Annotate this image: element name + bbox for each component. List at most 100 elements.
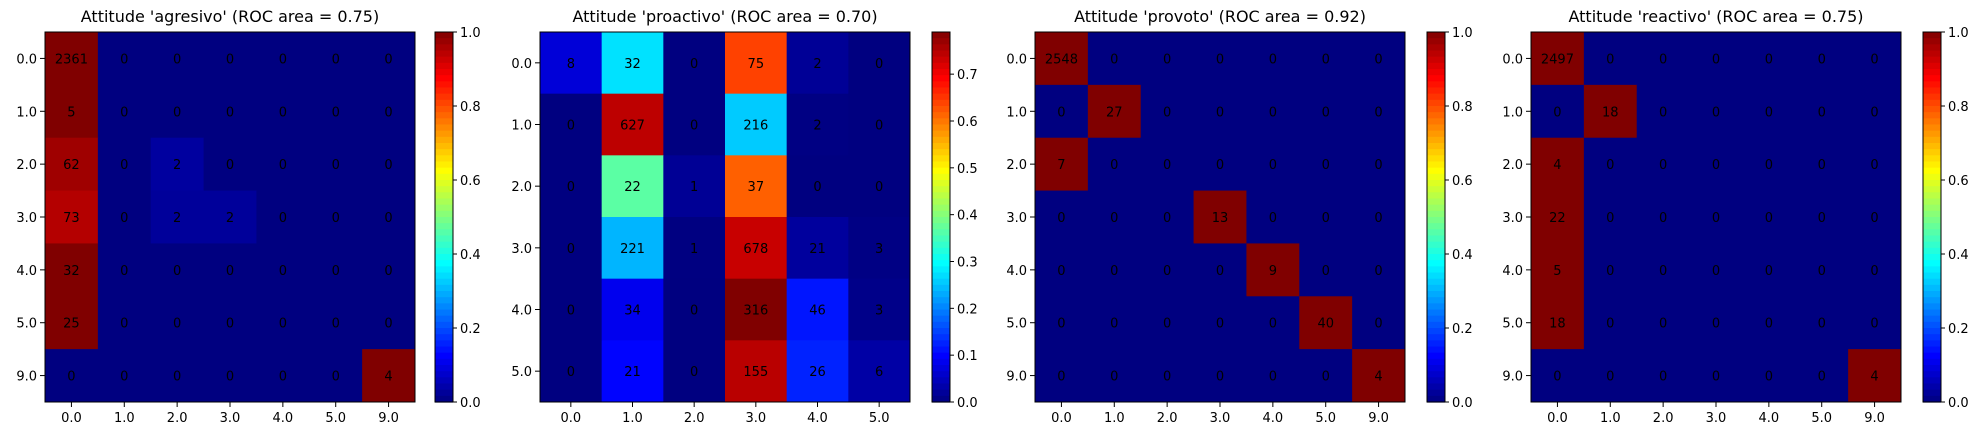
colorbar-segment [435,143,453,150]
colorbar-segment [1427,260,1445,267]
cell-value-label: 0 [120,370,128,385]
colorbar-segment [932,136,950,144]
colorbar-segment [1427,180,1445,187]
colorbar-segment [435,266,453,274]
cell-value-label: 0 [173,105,181,120]
heatmap-cell [1689,296,1743,350]
colorbar-segment [1923,315,1941,323]
heatmap-cell [203,296,257,350]
colorbar-segment [435,303,453,311]
heatmap-cell [256,349,310,403]
cell-value-label: 0 [279,264,287,279]
cell-value-label: 0 [1659,317,1667,332]
cell-value-label: 0 [173,52,181,67]
colorbar-segment [1923,254,1941,261]
heatmap-cell [1689,243,1743,297]
colorbar-segment [1427,358,1445,366]
colorbar-segment [435,365,453,372]
colorbar-segment [1923,309,1941,317]
heatmap-cell [150,349,205,403]
colorbar-segment [435,149,453,156]
cell-value-label: 0 [567,304,575,319]
colorbar-segment [435,75,453,82]
cell-value-label: 0 [1765,317,1773,332]
cell-value-label: 0 [279,105,287,120]
colorbar-segment [1427,309,1445,317]
y-tick-label: 2.0 [1006,158,1027,173]
heatmap-cell [1352,296,1406,350]
cell-value-label: 0 [1374,317,1382,332]
heatmap-cell [256,243,310,297]
colorbar-segment [1427,186,1445,193]
colorbar-segment [932,315,950,323]
heatmap-cell [1352,190,1406,244]
colorbar-segment [435,309,453,317]
colorbar-segment [1427,112,1445,119]
cell-value-label: 0 [384,52,392,67]
colorbar-segment [1427,50,1445,58]
x-tick-label: 2.0 [684,411,705,426]
colorbar-segment [932,352,950,360]
cell-value-label: 0 [332,317,340,332]
colorbar-segment [932,328,950,335]
x-tick-label: 3.0 [1706,411,1727,426]
colorbar-tick-label: 0.3 [957,255,978,270]
heatmap-cell [45,137,99,192]
colorbar-segment [435,155,453,163]
cell-value-label: 0 [1110,211,1118,226]
cell-value-label: 0 [1110,317,1118,332]
colorbar-segment [1427,321,1445,329]
colorbar-segment [1427,32,1445,39]
colorbar-segment [1923,173,1941,181]
colorbar-segment [435,124,453,132]
y-tick-label: 9.0 [16,370,37,385]
heatmap-cell [663,93,726,156]
colorbar-segment [1427,99,1445,107]
colorbar-segment [1427,254,1445,261]
cell-value-label: 0 [120,211,128,226]
colorbar-segment [932,167,950,175]
colorbar-segment [435,377,453,385]
heatmap-cell [1352,32,1406,86]
cell-value-label: 40 [1317,317,1334,332]
colorbar-segment [1427,272,1445,280]
colorbar-segment [435,204,453,212]
colorbar-segment [1923,321,1941,329]
heatmap-cell [786,93,849,156]
cell-value-label: 0 [1163,211,1171,226]
heatmap-cell [601,217,664,280]
heatmap-cell [309,190,363,244]
colorbar-segment [932,198,950,206]
cell-value-label: 0 [567,119,575,134]
heatmap-cell [1087,349,1142,403]
heatmap-cell [97,84,152,139]
cell-value-label: 0 [875,180,883,195]
cell-value-label: 2 [173,211,181,226]
heatmap-cell [786,278,849,341]
colorbar-segment [1923,155,1941,163]
cell-value-label: 0 [384,211,392,226]
heatmap-cell [1531,190,1585,244]
x-tick-label: 3.0 [1210,411,1231,426]
cell-value-label: 0 [1659,264,1667,279]
colorbar-frame [1426,31,1446,403]
colorbar-segment [1427,365,1445,372]
colorbar-segment [1923,389,1941,397]
cell-value-label: 0 [1659,105,1667,120]
heatmap-cell [1795,190,1849,244]
cell-value-label: 0 [279,211,287,226]
heatmap-cell [601,93,664,156]
colorbar-segment [1923,272,1941,280]
colorbar-tick-label: 0.4 [1452,248,1473,263]
cell-value-label: 32 [624,57,641,72]
heatmap-cell [1848,32,1902,86]
colorbar-segment [932,192,950,200]
cell-value-label: 0 [1057,105,1065,120]
colorbar-segment [932,254,950,261]
cell-value-label: 0 [690,119,698,134]
colorbar-segment [435,315,453,323]
colorbar-segment [932,210,950,218]
heatmap-cell [1193,137,1247,192]
colorbar-tick-label: 0.5 [957,162,978,177]
heatmap-cell [1689,32,1743,86]
